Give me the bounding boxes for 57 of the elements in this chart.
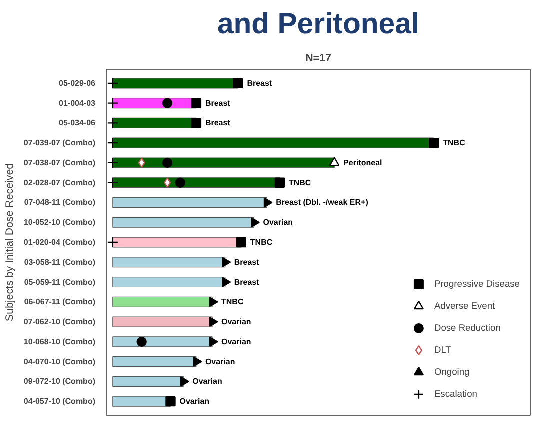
bar (112, 138, 434, 148)
annotation: Breast (Dbl. -/weak ER+) (276, 198, 369, 208)
y-tick-label: 05-034-06 (59, 118, 96, 128)
bar (112, 197, 268, 208)
bar (112, 336, 213, 348)
bar (112, 316, 213, 328)
annotation: Breast (234, 278, 260, 287)
y-tick-label: 01-004-03 (59, 98, 96, 108)
y-tick-label: 02-028-07 (Combo) (24, 178, 96, 188)
legend-label: DLT (434, 344, 452, 356)
legend-label: Adverse Event (434, 300, 496, 312)
annotation: Breast (234, 258, 260, 267)
y-tick-label: 07-062-10 (Combo) (24, 318, 96, 327)
bar (112, 257, 226, 268)
y-axis-title: Subjects by Initial Dose Received (4, 163, 16, 322)
y-tick-label: 03-058-11 (Combo) (24, 258, 96, 267)
annotation: Ovarian (180, 397, 210, 406)
bar (112, 396, 172, 407)
y-tick-label: 07-039-07 (Combo) (24, 138, 96, 148)
annotation: Breast (205, 98, 231, 108)
annotation: TNBC (250, 238, 273, 247)
annotation: TNBC (443, 138, 466, 148)
annotation: Breast (247, 78, 272, 88)
y-tick-label: 10-052-10 (Combo) (24, 218, 96, 228)
y-tick-label: 06-067-11 (Combo) (24, 298, 96, 307)
y-tick-label: 10-068-10 (Combo) (24, 337, 96, 346)
annotation: Peritoneal (344, 158, 382, 168)
annotation: Ovarian (205, 357, 236, 366)
y-tick-label: 09-072-10 (Combo) (24, 377, 96, 386)
annotation: Ovarian (222, 337, 252, 346)
bar (112, 356, 197, 368)
chart-title: and Peritoneal (217, 8, 420, 40)
y-tick-label: 05-029-06 (59, 78, 96, 88)
bar (112, 78, 238, 89)
bar (112, 376, 184, 387)
y-tick-label: 05-059-11 (Combo) (24, 278, 96, 287)
legend-label: Dose Reduction (434, 322, 501, 334)
bar (112, 217, 255, 228)
bar (112, 296, 213, 308)
bar (112, 158, 335, 168)
annotation: Ovarian (192, 377, 222, 386)
bar (112, 277, 226, 288)
annotation: Breast (205, 118, 231, 128)
y-tick-label: 01-020-04 (Combo) (24, 238, 96, 247)
legend-label: Escalation (434, 388, 478, 400)
annotation: Ovarian (263, 218, 294, 228)
legend-label: Ongoing (434, 366, 470, 378)
annotation: Ovarian (222, 318, 252, 327)
legend-label: Progressive Disease (434, 278, 520, 290)
annotation: TNBC (222, 298, 244, 307)
annotation: TNBC (288, 178, 312, 188)
y-tick-label: 04-070-10 (Combo) (24, 357, 96, 366)
y-tick-label: 07-048-11 (Combo) (24, 198, 96, 208)
chart-subtitle: N=17 (306, 52, 332, 64)
y-tick-label: 07-038-07 (Combo) (24, 158, 96, 168)
y-tick-label: 04-057-10 (Combo) (24, 397, 96, 406)
bar (112, 237, 242, 248)
